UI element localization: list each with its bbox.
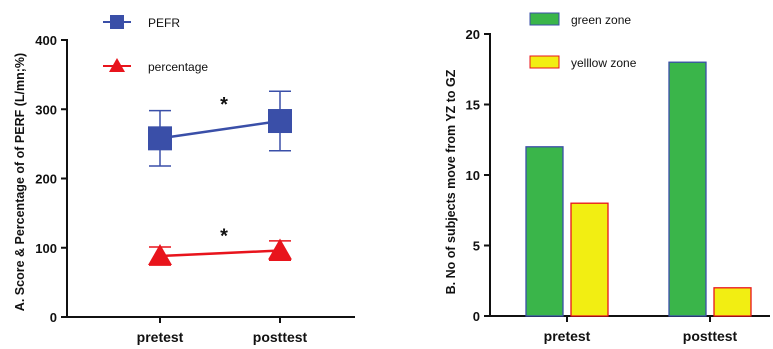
y-tick-label: 5 [473, 239, 480, 254]
series-line-1 [160, 251, 280, 257]
x-tick-label: pretest [137, 329, 184, 345]
legend-green-zone-swatch [530, 13, 559, 25]
y-tick-label: 10 [466, 168, 480, 183]
bar-yellow-zone [571, 203, 608, 316]
legend-yellow-zone-swatch [530, 56, 559, 68]
y-tick-label: 15 [466, 98, 480, 113]
data-point-triangle [268, 239, 292, 260]
series-line-0 [160, 121, 280, 138]
legend-percentage-label: percentage [148, 60, 208, 74]
y-tick-label: 0 [50, 310, 57, 325]
legend-pefr-label: PEFR [148, 16, 180, 30]
legend-yellow-zone-label: yelllow zone [571, 56, 637, 70]
chart-a-axes: 0 100 200 300 400 pretest posttest [35, 33, 355, 345]
significance-star: * [220, 94, 228, 116]
data-point-square [148, 126, 172, 150]
x-tick-label: posttest [253, 329, 308, 345]
y-tick-label: 0 [473, 309, 480, 324]
chart-a-y-axis-label: A. Score & Percentage of of PERF (L/mn;%… [13, 53, 27, 311]
bar-green-zone [669, 62, 706, 316]
legend-green-zone-label: green zone [571, 13, 631, 27]
y-tick-label: 300 [35, 102, 57, 117]
legend-pefr-square-icon [110, 15, 124, 29]
chart-a-marks: ** [148, 91, 292, 265]
x-tick-label: pretest [544, 328, 591, 344]
y-tick-label: 200 [35, 172, 57, 187]
chart-b-marks [526, 62, 751, 316]
chart-b-y-axis-label: B. No of subjects move from YZ to GZ [444, 69, 458, 294]
chart-a-legend: PEFR percentage [103, 15, 208, 74]
bar-yellow-zone [714, 288, 751, 316]
chart-b-legend: green zone yelllow zone [530, 13, 637, 70]
data-point-square [268, 109, 292, 133]
y-tick-label: 100 [35, 241, 57, 256]
x-tick-label: posttest [683, 328, 738, 344]
y-tick-label: 20 [466, 27, 480, 42]
bar-green-zone [526, 147, 563, 316]
significance-star: * [220, 226, 228, 248]
y-tick-label: 400 [35, 33, 57, 48]
chart-b-zones: B. No of subjects move from YZ to GZ 0 5 1… [444, 13, 770, 344]
chart-a-pefr: A. Score & Percentage of of PERF (L/mn;%… [13, 15, 355, 345]
